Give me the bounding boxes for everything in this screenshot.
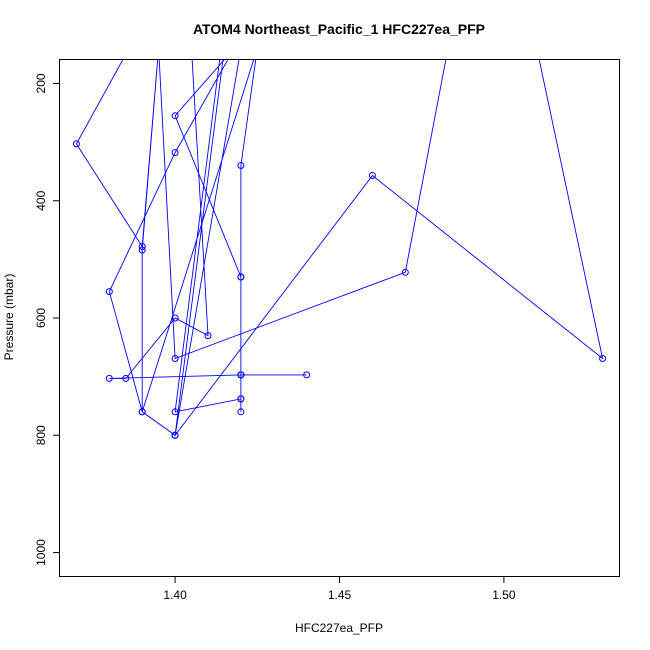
x-tick-label: 1.50: [492, 588, 516, 602]
y-tick-label: 600: [34, 308, 48, 328]
data-point: [171, 355, 179, 362]
y-tick-label: 400: [34, 190, 48, 210]
data-point: [237, 395, 245, 403]
data-point: [303, 371, 311, 379]
data-point: [599, 355, 607, 362]
y-axis-label: Pressure (mbar): [2, 274, 16, 361]
data-point: [105, 374, 113, 382]
x-tick-label: 1.45: [328, 588, 352, 602]
data-point: [401, 268, 409, 276]
data-point: [171, 149, 179, 157]
data-point: [171, 408, 179, 416]
data-point: [171, 112, 179, 120]
data-point: [237, 162, 245, 169]
data-point: [171, 314, 179, 322]
data-point: [237, 371, 245, 379]
data-point: [138, 246, 146, 254]
data-point: [138, 243, 146, 250]
data-point: [171, 431, 179, 439]
series-line: [75, 60, 604, 437]
data-point: [368, 172, 376, 179]
series-layer: [72, 60, 607, 439]
x-tick-label: 1.40: [163, 588, 187, 602]
data-point: [237, 273, 245, 281]
y-tick-label: 800: [34, 425, 48, 445]
data-point: [105, 288, 113, 296]
data-point: [138, 408, 146, 416]
data-point: [72, 140, 80, 148]
x-axis: 1.40 1.45 1.50: [163, 576, 516, 602]
data-point: [204, 332, 212, 340]
chart-title: ATOM4 Northeast_Pacific_1 HFC227ea_PFP: [193, 21, 485, 37]
y-tick-label: 1000: [34, 539, 48, 566]
y-axis: 200 400 600 800 1000: [34, 73, 60, 566]
data-point: [122, 374, 130, 382]
data-point: [237, 408, 245, 416]
x-axis-label: HFC227ea_PFP: [295, 621, 383, 635]
plot-frame: [59, 59, 620, 577]
y-tick-label: 200: [34, 73, 48, 93]
